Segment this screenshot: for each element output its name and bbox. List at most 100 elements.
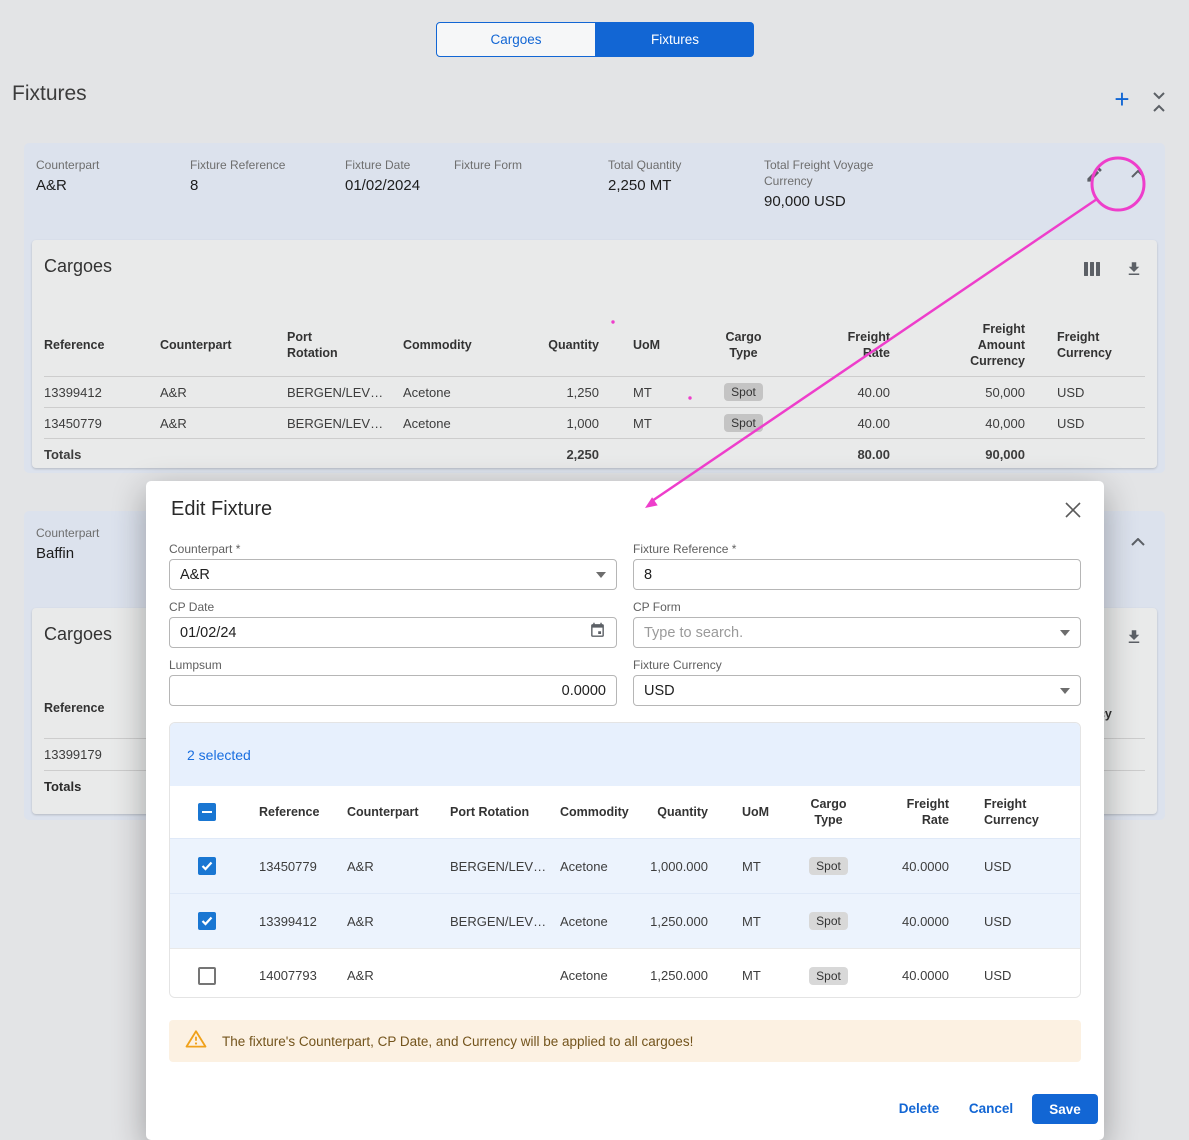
field-value: 2,250 MT bbox=[608, 177, 672, 194]
totals-freight-rate: 80.00 bbox=[857, 446, 890, 462]
counterpart-label: Counterpart * bbox=[169, 542, 241, 556]
cell-commodity: Acetone bbox=[560, 913, 608, 929]
field-label: Fixture Reference bbox=[190, 158, 286, 172]
col-counterpart: Counterpart bbox=[160, 338, 232, 352]
cargoes-title: Cargoes bbox=[44, 256, 113, 276]
col-counterpart: Counterpart bbox=[347, 805, 419, 819]
columns-icon[interactable] bbox=[1079, 256, 1105, 282]
cell-reference: 13399412 bbox=[259, 913, 317, 929]
cargoes-title: Cargoes bbox=[44, 624, 113, 644]
col-quantity: Quantity bbox=[657, 805, 708, 819]
close-icon[interactable] bbox=[1064, 501, 1082, 519]
cell-counterpart: A&R bbox=[160, 384, 187, 400]
col-quantity: Quantity bbox=[548, 338, 599, 352]
tab-fixtures[interactable]: Fixtures bbox=[596, 22, 754, 57]
cell-freight-rate: 40.0000 bbox=[902, 858, 949, 874]
selected-count: 2 selected bbox=[187, 746, 251, 763]
chevron-down-icon bbox=[596, 571, 606, 578]
selection-row[interactable]: 14007793 A&R Acetone 1,250.000 MT Spot 4… bbox=[170, 948, 1080, 997]
totals-label: Totals bbox=[44, 446, 82, 462]
cell-reference: 13399412 bbox=[44, 384, 102, 400]
selection-row[interactable]: 13399412 A&R BERGEN/LEV… Acetone 1,250.0… bbox=[170, 893, 1080, 948]
warning-text: The fixture's Counterpart, CP Date, and … bbox=[222, 1033, 694, 1049]
cell-freight-currency: USD bbox=[984, 858, 1012, 874]
cargo-type-chip: Spot bbox=[809, 966, 848, 985]
lumpsum-input[interactable]: 0.0000 bbox=[169, 675, 617, 706]
add-fixture-button[interactable]: + bbox=[1114, 84, 1130, 114]
totals-quantity: 2,250 bbox=[566, 446, 599, 462]
select-all-checkbox[interactable] bbox=[198, 803, 216, 821]
warning-icon bbox=[185, 1029, 207, 1053]
field-label: Fixture Date bbox=[345, 158, 411, 172]
field-counterpart: Counterpart A&R bbox=[36, 157, 99, 195]
cancel-button[interactable]: Cancel bbox=[968, 1101, 1014, 1116]
tab-cargoes-label: Cargoes bbox=[490, 32, 542, 47]
table-row[interactable]: 13450779 A&R BERGEN/LEV… Acetone 1,000 M… bbox=[44, 407, 1145, 438]
cargoes-table: Reference Counterpart Port Rotation Comm… bbox=[44, 314, 1145, 469]
cargo-type-chip: Spot bbox=[724, 414, 763, 432]
col-commodity: Commodity bbox=[403, 338, 472, 352]
col-cargo-type: Cargo Type bbox=[725, 330, 762, 360]
download-icon[interactable] bbox=[1121, 256, 1147, 282]
download-icon[interactable] bbox=[1121, 624, 1147, 650]
counterpart-select[interactable]: A&R bbox=[169, 559, 617, 590]
counterpart-value: A&R bbox=[180, 566, 210, 583]
cell-uom: MT bbox=[742, 858, 761, 874]
col-freight-amount-currency: Freight Amount Currency bbox=[970, 322, 1025, 368]
col-freight-currency: Freight Currency bbox=[1057, 330, 1112, 360]
field-total-freight: Total Freight Voyage Currency 90,000 USD bbox=[764, 157, 874, 211]
col-freight-rate: Freight Rate bbox=[847, 330, 890, 360]
cell-cargo-type: Spot bbox=[697, 383, 790, 401]
totals-label: Totals bbox=[44, 779, 82, 794]
fixture-reference-input[interactable]: 8 bbox=[633, 559, 1081, 590]
selection-row[interactable]: 13450779 A&R BERGEN/LEV… Acetone 1,000.0… bbox=[170, 838, 1080, 893]
cargoes-subcard-1: Cargoes Reference Counterpart Port Rotat… bbox=[32, 240, 1157, 468]
cell-uom: MT bbox=[742, 968, 761, 983]
lumpsum-label: Lumpsum bbox=[169, 658, 222, 672]
field-fixture-date: Fixture Date 01/02/2024 bbox=[345, 157, 420, 195]
col-commodity: Commodity bbox=[560, 805, 629, 819]
cargo-type-chip: Spot bbox=[809, 857, 848, 875]
save-button[interactable]: Save bbox=[1032, 1094, 1098, 1124]
cell-freight-currency: USD bbox=[1057, 415, 1085, 431]
collapse-card-chevron-icon[interactable] bbox=[1125, 161, 1151, 187]
cp-date-value: 01/02/24 bbox=[180, 624, 237, 641]
collapse-all-icon[interactable] bbox=[1150, 88, 1170, 116]
cargo-type-chip: Spot bbox=[724, 383, 763, 401]
calendar-icon[interactable] bbox=[589, 622, 606, 643]
collapse-card-chevron-icon[interactable] bbox=[1125, 529, 1151, 555]
row-checkbox-checked[interactable] bbox=[198, 912, 216, 930]
view-toggle: Cargoes Fixtures bbox=[436, 22, 754, 57]
row-checkbox-unchecked[interactable] bbox=[198, 966, 216, 985]
col-port-rotation: Port Rotation bbox=[450, 805, 530, 819]
cell-reference: 13450779 bbox=[44, 415, 102, 431]
cell-reference: 13450779 bbox=[259, 858, 317, 874]
delete-button[interactable]: Delete bbox=[898, 1101, 940, 1116]
edit-fixture-pencil-icon[interactable] bbox=[1081, 161, 1107, 187]
fixture-currency-select[interactable]: USD bbox=[633, 675, 1081, 706]
fixture-reference-label: Fixture Reference * bbox=[633, 542, 737, 556]
cell-commodity: Acetone bbox=[403, 415, 451, 431]
field-counterpart: Counterpart Baffin bbox=[36, 525, 99, 563]
cell-freight-currency: USD bbox=[1057, 384, 1085, 400]
table-row[interactable]: 13399412 A&R BERGEN/LEV… Acetone 1,250 M… bbox=[44, 376, 1145, 407]
warning-banner: The fixture's Counterpart, CP Date, and … bbox=[169, 1020, 1081, 1062]
fixture-currency-value: USD bbox=[644, 682, 675, 699]
field-value: 90,000 USD bbox=[764, 193, 846, 210]
cell-counterpart: A&R bbox=[160, 415, 187, 431]
totals-freight-amount: 90,000 bbox=[985, 446, 1025, 462]
cell-quantity: 1,250 bbox=[566, 384, 599, 400]
cp-form-search-input[interactable]: Type to search. bbox=[633, 617, 1081, 648]
page-title: Fixtures bbox=[12, 82, 87, 105]
fixture-card-1: Counterpart A&R Fixture Reference 8 Fixt… bbox=[24, 143, 1165, 473]
field-label: Total Freight Voyage Currency bbox=[764, 158, 874, 188]
cell-uom: MT bbox=[633, 415, 652, 431]
field-value: 01/02/2024 bbox=[345, 177, 421, 194]
cell-freight-rate: 40.00 bbox=[857, 384, 890, 400]
field-value: 8 bbox=[190, 177, 199, 194]
col-port-rotation: Port Rotation bbox=[287, 330, 338, 360]
cargo-type-chip: Spot bbox=[809, 912, 848, 930]
cp-date-input[interactable]: 01/02/24 bbox=[169, 617, 617, 648]
row-checkbox-checked[interactable] bbox=[198, 857, 216, 875]
tab-cargoes[interactable]: Cargoes bbox=[436, 22, 596, 57]
